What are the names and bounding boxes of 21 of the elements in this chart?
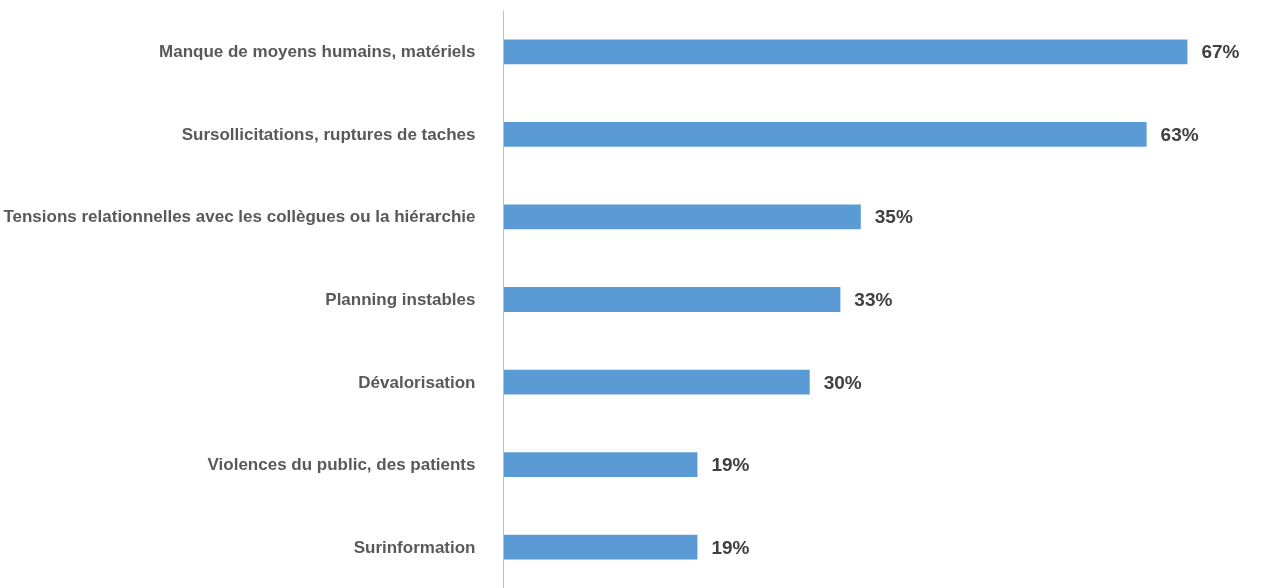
bar: [503, 534, 698, 560]
y-tick-label: Sursollicitations, ruptures de taches: [181, 124, 476, 144]
bar: [503, 369, 810, 395]
data-label: 19%: [711, 536, 750, 558]
bar: [503, 121, 1147, 147]
data-label: 35%: [874, 206, 913, 228]
bar: [503, 452, 698, 478]
y-tick-label: Planning instables: [325, 290, 476, 309]
y-tick-label: Surinformation: [353, 537, 476, 557]
y-tick-label: Dévalorisation: [358, 372, 476, 392]
data-label: 30%: [823, 371, 862, 393]
bar: [503, 287, 841, 312]
data-label: 63%: [1160, 123, 1199, 145]
bar: [503, 39, 1188, 65]
data-label: 67%: [1201, 41, 1240, 63]
data-label: 33%: [854, 289, 893, 310]
bar: [503, 204, 861, 230]
data-label: 19%: [711, 454, 750, 476]
y-tick-label: Violences du public, des patients: [207, 455, 476, 475]
y-tick-label: Manque de moyens humains, matériels: [159, 42, 476, 62]
y-tick-label: Tensions relationnelles avec les collègues ou la hiérarchie: [3, 207, 476, 227]
